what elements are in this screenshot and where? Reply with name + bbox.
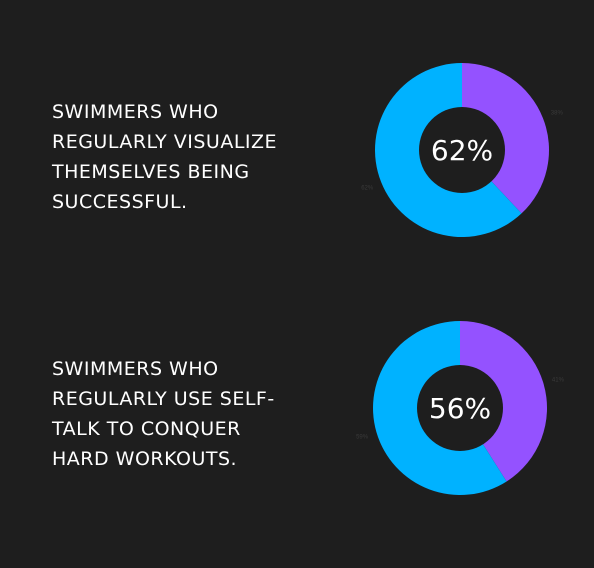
donut-chart: 38% 62% 62% bbox=[352, 50, 572, 250]
slice-value-label: 38% bbox=[551, 111, 564, 117]
donut-chart: 41% 59% 56% bbox=[350, 308, 570, 508]
stat-description: SWIMMERS WHO REGULARLY USE SELF- TALK TO… bbox=[52, 354, 292, 474]
stat-panel-visualize: SWIMMERS WHO REGULARLY VISUALIZE THEMSEL… bbox=[0, 20, 594, 280]
slice-value-label: 41% bbox=[552, 378, 565, 384]
slice-value-label: 59% bbox=[356, 435, 369, 441]
slice-value-label: 62% bbox=[361, 186, 374, 192]
stat-description: SWIMMERS WHO REGULARLY VISUALIZE THEMSEL… bbox=[52, 97, 292, 217]
stat-panel-self-talk: SWIMMERS WHO REGULARLY USE SELF- TALK TO… bbox=[0, 278, 594, 538]
donut-center-value: 62% bbox=[431, 134, 493, 167]
donut-center-value: 56% bbox=[429, 392, 491, 425]
